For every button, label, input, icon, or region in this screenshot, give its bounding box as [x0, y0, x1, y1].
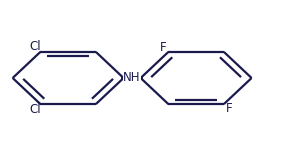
Text: F: F — [160, 41, 167, 54]
Text: Cl: Cl — [29, 40, 41, 53]
Text: NH: NH — [123, 71, 141, 85]
Text: F: F — [226, 102, 232, 115]
Text: Cl: Cl — [29, 103, 41, 116]
